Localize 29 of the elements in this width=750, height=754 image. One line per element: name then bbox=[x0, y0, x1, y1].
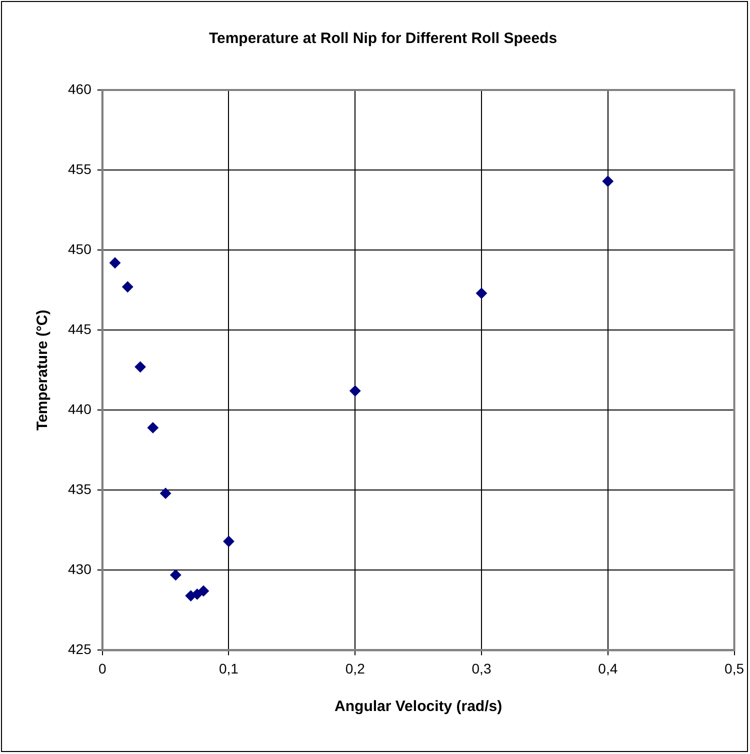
x-tick-label: 0 bbox=[98, 660, 106, 676]
y-tick-label: 440 bbox=[68, 400, 92, 417]
point bbox=[223, 536, 234, 547]
x-axis-title: Angular Velocity (rad/s) bbox=[334, 698, 502, 716]
point bbox=[109, 257, 120, 268]
point bbox=[350, 385, 361, 396]
point bbox=[192, 588, 203, 600]
point bbox=[147, 422, 158, 434]
y-tick-label: 455 bbox=[68, 160, 92, 177]
x-tick-label: 0,5 bbox=[724, 660, 744, 676]
y-axis-title: Temperature (°C) bbox=[34, 310, 52, 430]
point bbox=[134, 361, 146, 372]
point bbox=[476, 288, 488, 299]
y-tick-label: 450 bbox=[68, 240, 92, 257]
chart-title: Temperature at Roll Nip for Different Roll Speeds bbox=[208, 30, 558, 48]
y-tick-label: 430 bbox=[68, 561, 92, 578]
x-tick-label: 0,2 bbox=[345, 660, 366, 676]
point bbox=[122, 281, 134, 292]
x-tick-label: 0,3 bbox=[472, 660, 492, 676]
x-tick-label: 0,1 bbox=[219, 660, 239, 676]
y-tick-label: 425 bbox=[68, 641, 92, 658]
y-tick-label: 460 bbox=[68, 80, 92, 97]
point bbox=[198, 585, 209, 596]
point bbox=[170, 569, 182, 580]
point bbox=[160, 488, 172, 499]
point bbox=[602, 176, 614, 187]
y-tick-label: 445 bbox=[68, 320, 92, 337]
y-tick-label: 435 bbox=[68, 481, 92, 497]
x-tick-label: 0,4 bbox=[598, 660, 618, 676]
